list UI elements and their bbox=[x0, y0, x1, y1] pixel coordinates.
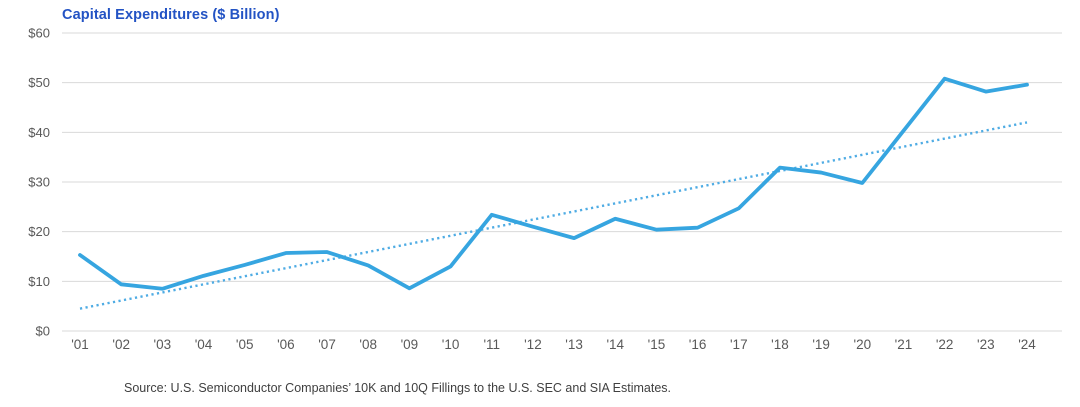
x-axis-tick-label: '12 bbox=[524, 337, 542, 352]
x-axis-tick-label: '11 bbox=[483, 337, 500, 352]
x-axis-tick-label: '02 bbox=[112, 337, 130, 352]
x-axis-tick-label: '20 bbox=[854, 337, 872, 352]
x-axis-tick-label: '14 bbox=[606, 337, 624, 352]
x-axis-tick-label: '05 bbox=[236, 337, 254, 352]
x-axis-tick-label: '21 bbox=[895, 337, 913, 352]
x-axis-tick-label: '18 bbox=[771, 337, 789, 352]
source-note: Source: U.S. Semiconductor Companies’ 10… bbox=[124, 381, 672, 395]
x-axis-tick-label: '08 bbox=[359, 337, 377, 352]
x-axis-tick-label: '19 bbox=[812, 337, 830, 352]
y-axis-tick-label: $50 bbox=[28, 75, 50, 90]
x-axis-tick-label: '16 bbox=[689, 337, 707, 352]
plot-area: $0 $10 $20 $30 $40 $50 $60 '01 '02 '03 '04 '05 '06 '0… bbox=[28, 26, 1062, 352]
x-axis-tick-label: '09 bbox=[401, 337, 419, 352]
x-axis-tick-label: '24 bbox=[1018, 337, 1036, 352]
x-axis-tick-label: '01 bbox=[71, 337, 89, 352]
x-axis-tick-label: '23 bbox=[977, 337, 995, 352]
x-axis-tick-label: '06 bbox=[277, 337, 295, 352]
x-axis-tick-label: '03 bbox=[154, 337, 172, 352]
x-axis-tick-label: '17 bbox=[730, 337, 748, 352]
capex-line-series bbox=[78, 76, 1029, 291]
chart-title: Capital Expenditures ($ Billion) bbox=[62, 7, 280, 23]
y-axis-tick-label: $20 bbox=[28, 224, 50, 239]
x-axis-tick-label: '13 bbox=[565, 337, 583, 352]
y-axis-tick-label: $10 bbox=[28, 274, 50, 289]
x-axis-tick-label: '07 bbox=[318, 337, 336, 352]
x-axis-tick-label: '04 bbox=[195, 337, 213, 352]
x-axis-tick-label: '22 bbox=[936, 337, 954, 352]
x-axis-tick-label: '15 bbox=[648, 337, 666, 352]
trend-line bbox=[79, 121, 1028, 310]
y-axis-tick-label: $40 bbox=[28, 125, 50, 140]
y-axis-tick-label: $30 bbox=[28, 175, 50, 190]
y-axis-tick-label: $0 bbox=[36, 324, 50, 339]
y-axis-tick-label: $60 bbox=[28, 26, 50, 41]
x-axis-tick-label: '10 bbox=[442, 337, 460, 352]
